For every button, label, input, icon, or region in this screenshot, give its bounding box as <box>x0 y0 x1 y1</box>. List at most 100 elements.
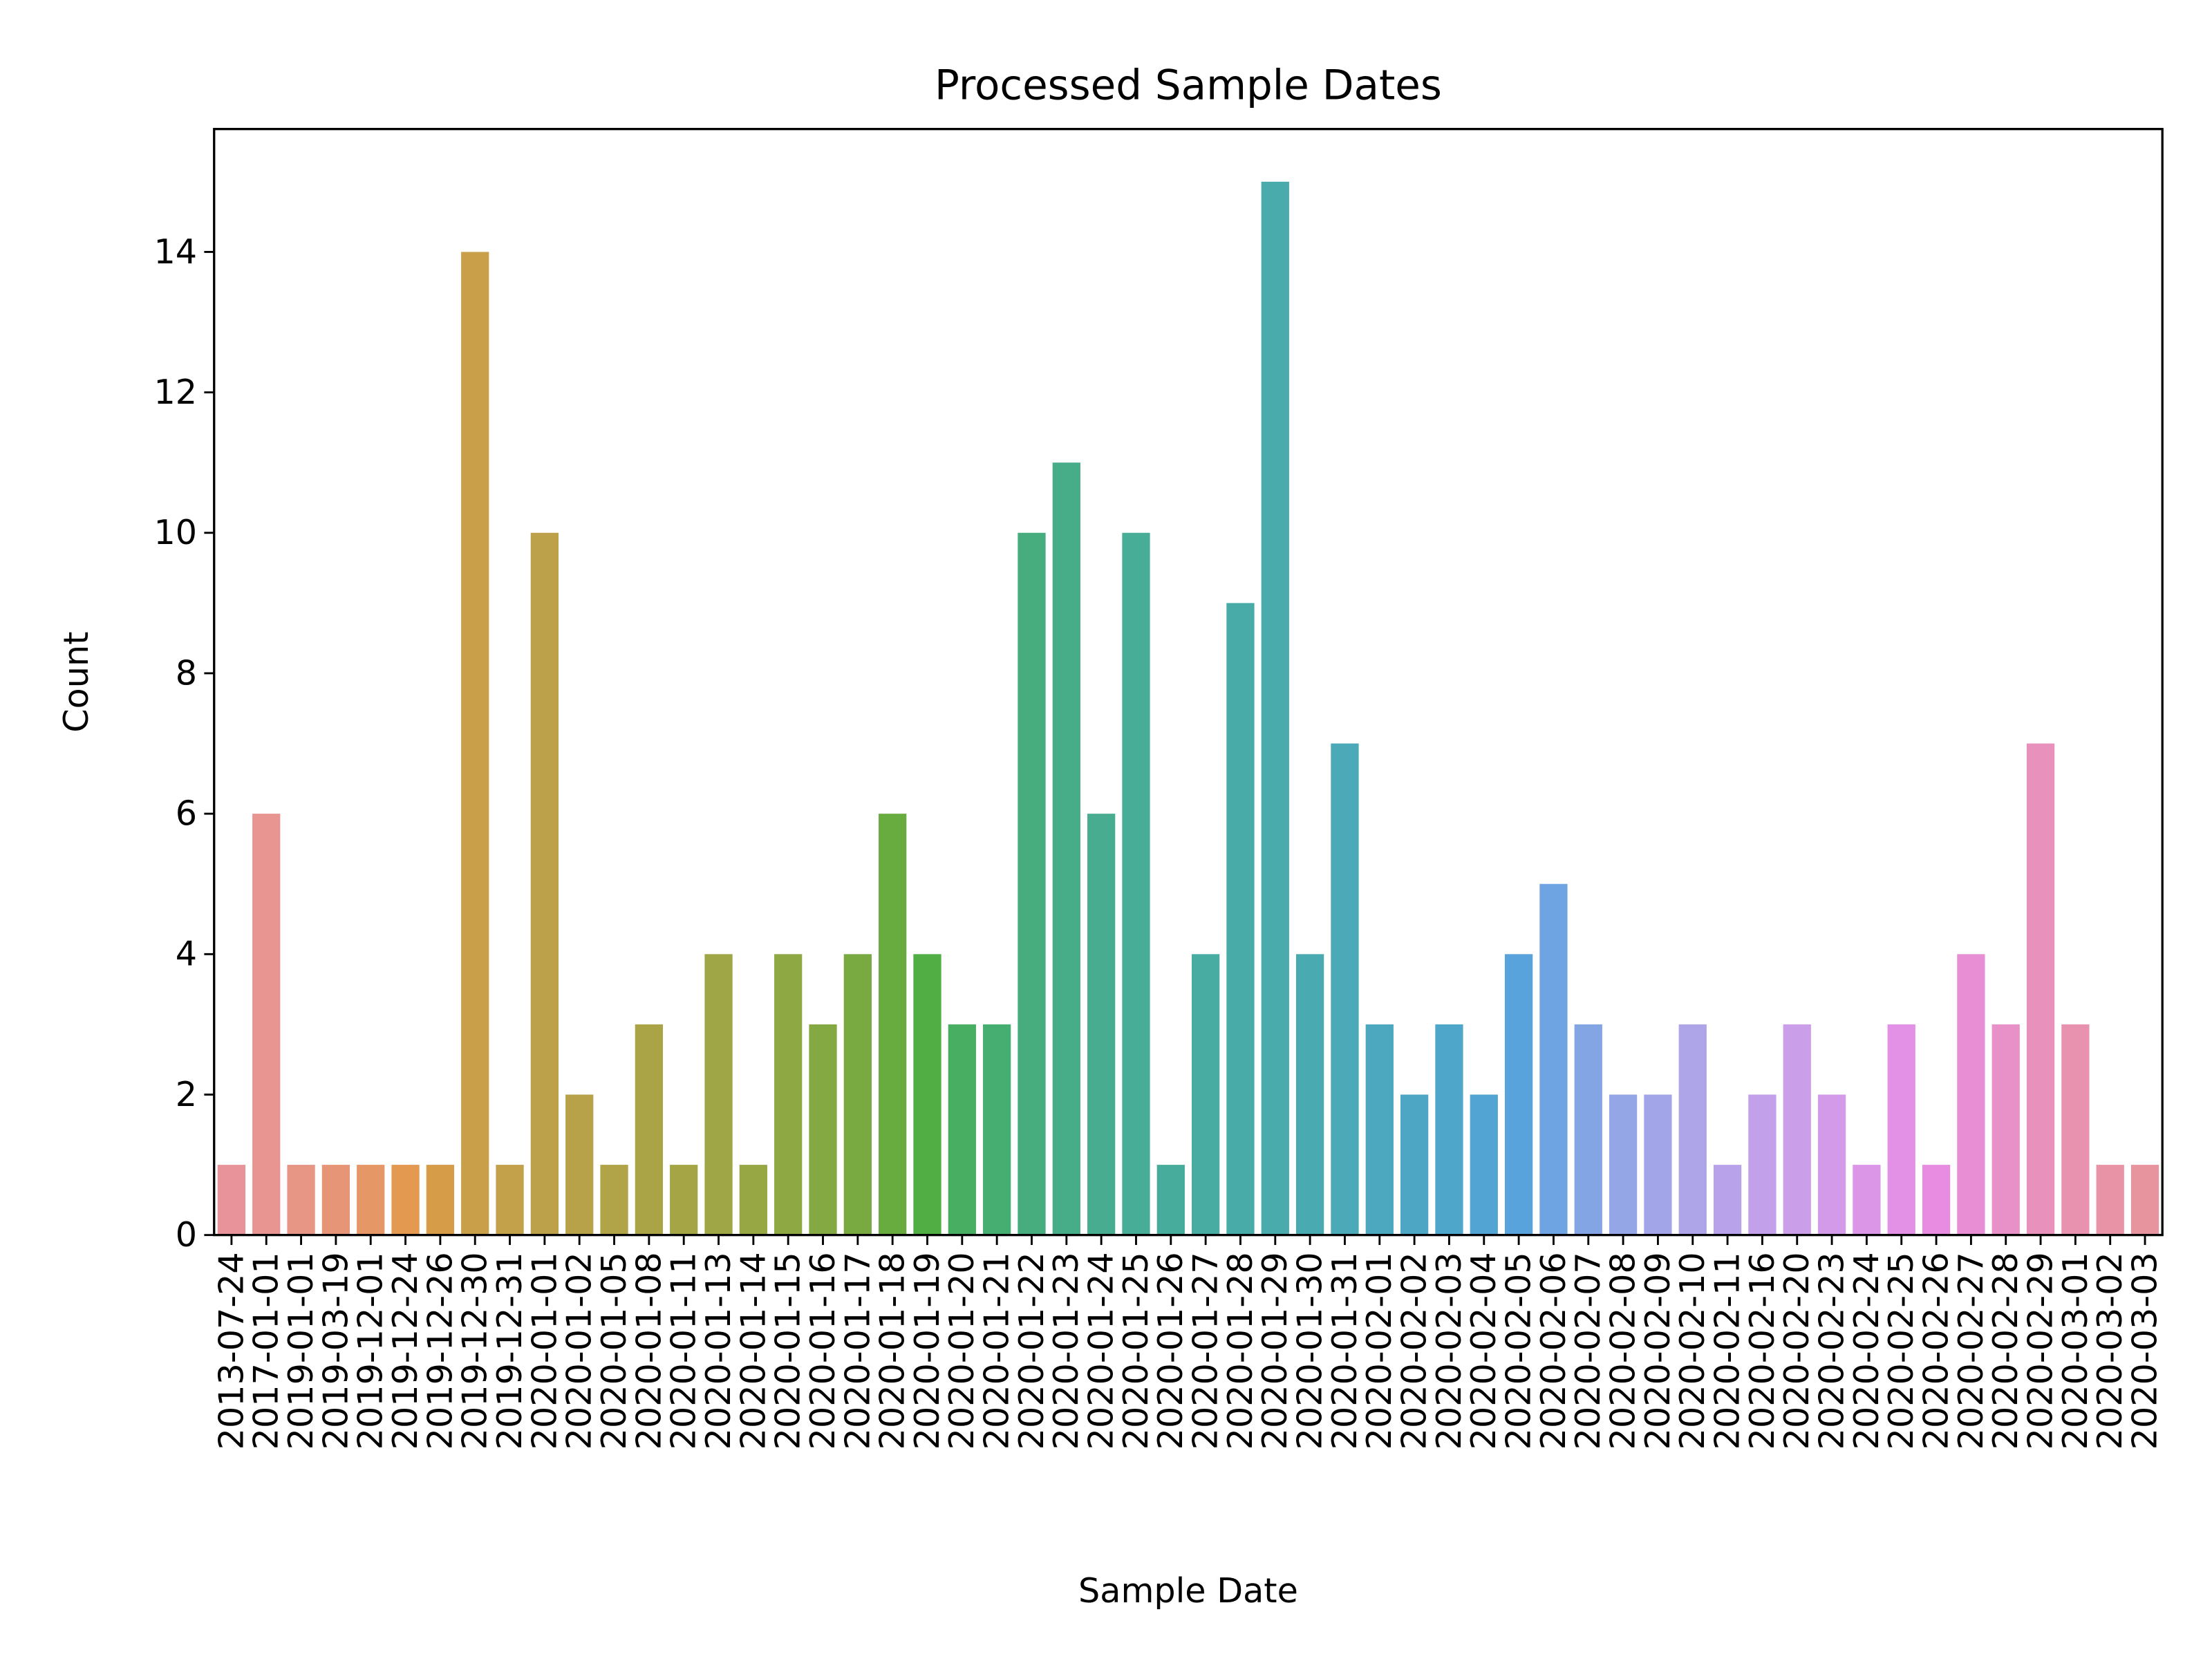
bar <box>1470 1094 1498 1235</box>
bar <box>461 252 489 1235</box>
x-tick-label: 2020-01-25 <box>1116 1252 1156 1450</box>
x-tick-label: 2020-01-15 <box>768 1252 808 1450</box>
bar <box>1365 1024 1394 1235</box>
bar <box>530 532 559 1235</box>
bar <box>948 1024 976 1235</box>
x-tick-label: 2020-02-11 <box>1707 1252 1747 1450</box>
y-tick-label: 6 <box>176 794 197 834</box>
x-tick-label: 2020-01-18 <box>872 1252 912 1450</box>
x-tick-label: 2020-01-11 <box>664 1252 704 1450</box>
bar <box>1400 1094 1429 1235</box>
bar <box>321 1165 350 1235</box>
bar <box>1435 1024 1463 1235</box>
x-tick-label: 2020-01-16 <box>803 1252 843 1450</box>
x-tick-label: 2020-02-29 <box>2020 1252 2060 1450</box>
x-tick-label: 2020-02-23 <box>1811 1252 1851 1450</box>
bar <box>391 1165 420 1235</box>
bar <box>252 814 281 1235</box>
axes-frame <box>213 128 2164 1237</box>
bar <box>1192 954 1220 1235</box>
bar <box>1331 743 1359 1235</box>
x-tick-label: 2020-03-01 <box>2055 1252 2095 1450</box>
x-tick-label: 2020-02-25 <box>1881 1252 1921 1450</box>
x-tick-label: 2020-01-22 <box>1011 1252 1051 1450</box>
bar <box>913 954 941 1235</box>
bar <box>670 1165 698 1235</box>
bar <box>1644 1094 1672 1235</box>
x-tick-label: 2020-01-13 <box>698 1252 738 1450</box>
bar <box>217 1165 246 1235</box>
x-tick-label: 2020-02-09 <box>1638 1252 1678 1450</box>
x-tick-label: 2019-12-26 <box>420 1252 460 1450</box>
y-axis-label: Count <box>56 632 96 733</box>
x-axis-label: Sample Date <box>1078 1571 1298 1611</box>
x-tick-label: 2020-01-28 <box>1220 1252 1260 1450</box>
x-tick-label: 2020-01-26 <box>1150 1252 1190 1450</box>
bar <box>600 1165 628 1235</box>
bar <box>426 1165 455 1235</box>
x-tick-label: 2020-02-28 <box>1985 1252 2025 1450</box>
bar <box>1156 1165 1185 1235</box>
bar <box>1539 883 1568 1235</box>
x-tick-label: 2020-01-21 <box>977 1252 1017 1450</box>
bar <box>635 1024 663 1235</box>
x-tick-label: 2020-02-04 <box>1463 1252 1503 1450</box>
x-tick-label: 2020-01-30 <box>1290 1252 1330 1450</box>
x-tick-label: 2020-01-08 <box>628 1252 668 1450</box>
x-tick-label: 2019-12-31 <box>489 1252 529 1450</box>
x-tick-label: 2019-12-24 <box>385 1252 425 1450</box>
x-tick-label: 2017-01-01 <box>246 1252 286 1450</box>
x-tick-label: 2020-02-01 <box>1359 1252 1399 1450</box>
bar <box>1922 1165 1951 1235</box>
bar <box>1817 1094 1846 1235</box>
x-tick-label: 2020-02-16 <box>1742 1252 1782 1450</box>
bar <box>1957 954 1985 1235</box>
bar <box>496 1165 524 1235</box>
bar <box>287 1165 315 1235</box>
x-tick-label: 2020-01-24 <box>1081 1252 1121 1450</box>
bar <box>1087 814 1116 1235</box>
bar <box>1783 1024 1811 1235</box>
bar <box>2061 1024 2090 1235</box>
x-tick-label: 2020-03-02 <box>2090 1252 2130 1450</box>
y-tick-label: 8 <box>176 653 197 693</box>
x-tick-label: 2020-01-14 <box>733 1252 773 1450</box>
x-tick-label: 2020-01-20 <box>941 1252 982 1450</box>
x-tick-label: 2020-01-17 <box>837 1252 877 1450</box>
bar <box>1122 532 1150 1235</box>
bar <box>1713 1165 1742 1235</box>
bar <box>357 1165 385 1235</box>
bar <box>1678 1024 1707 1235</box>
x-tick-label: 2019-01-01 <box>281 1252 321 1450</box>
bar <box>1574 1024 1602 1235</box>
bar <box>704 954 733 1235</box>
x-tick-label: 2019-12-30 <box>455 1252 495 1450</box>
x-tick-label: 2020-02-26 <box>1915 1252 1956 1450</box>
x-tick-label: 2020-03-03 <box>2124 1252 2164 1450</box>
x-tick-label: 2020-02-03 <box>1429 1252 1469 1450</box>
x-tick-label: 2020-02-27 <box>1951 1252 1991 1450</box>
y-tick-label: 14 <box>153 232 197 272</box>
y-tick-label: 4 <box>176 934 197 974</box>
x-tick-label: 2019-03-19 <box>315 1252 355 1450</box>
x-tick-label: 2020-01-05 <box>594 1252 634 1450</box>
bar <box>1052 462 1080 1235</box>
x-tick-label: 2020-01-01 <box>524 1252 564 1450</box>
x-tick-label: 2020-01-19 <box>907 1252 947 1450</box>
x-tick-label: 2019-12-01 <box>350 1252 391 1450</box>
y-tick-label: 0 <box>176 1215 197 1255</box>
x-tick-label: 2020-02-07 <box>1568 1252 1608 1450</box>
bar <box>2130 1165 2159 1235</box>
x-tick-label: 2020-01-29 <box>1255 1252 1295 1450</box>
bar <box>739 1165 767 1235</box>
bar <box>1261 181 1289 1235</box>
x-tick-label: 2020-01-27 <box>1185 1252 1226 1450</box>
y-tick-label: 10 <box>153 512 197 552</box>
x-tick-label: 2020-01-02 <box>559 1252 599 1450</box>
bar <box>1887 1024 1915 1235</box>
bar <box>1504 954 1533 1235</box>
bar <box>565 1094 594 1235</box>
bar <box>1295 954 1324 1235</box>
bar <box>809 1024 837 1235</box>
